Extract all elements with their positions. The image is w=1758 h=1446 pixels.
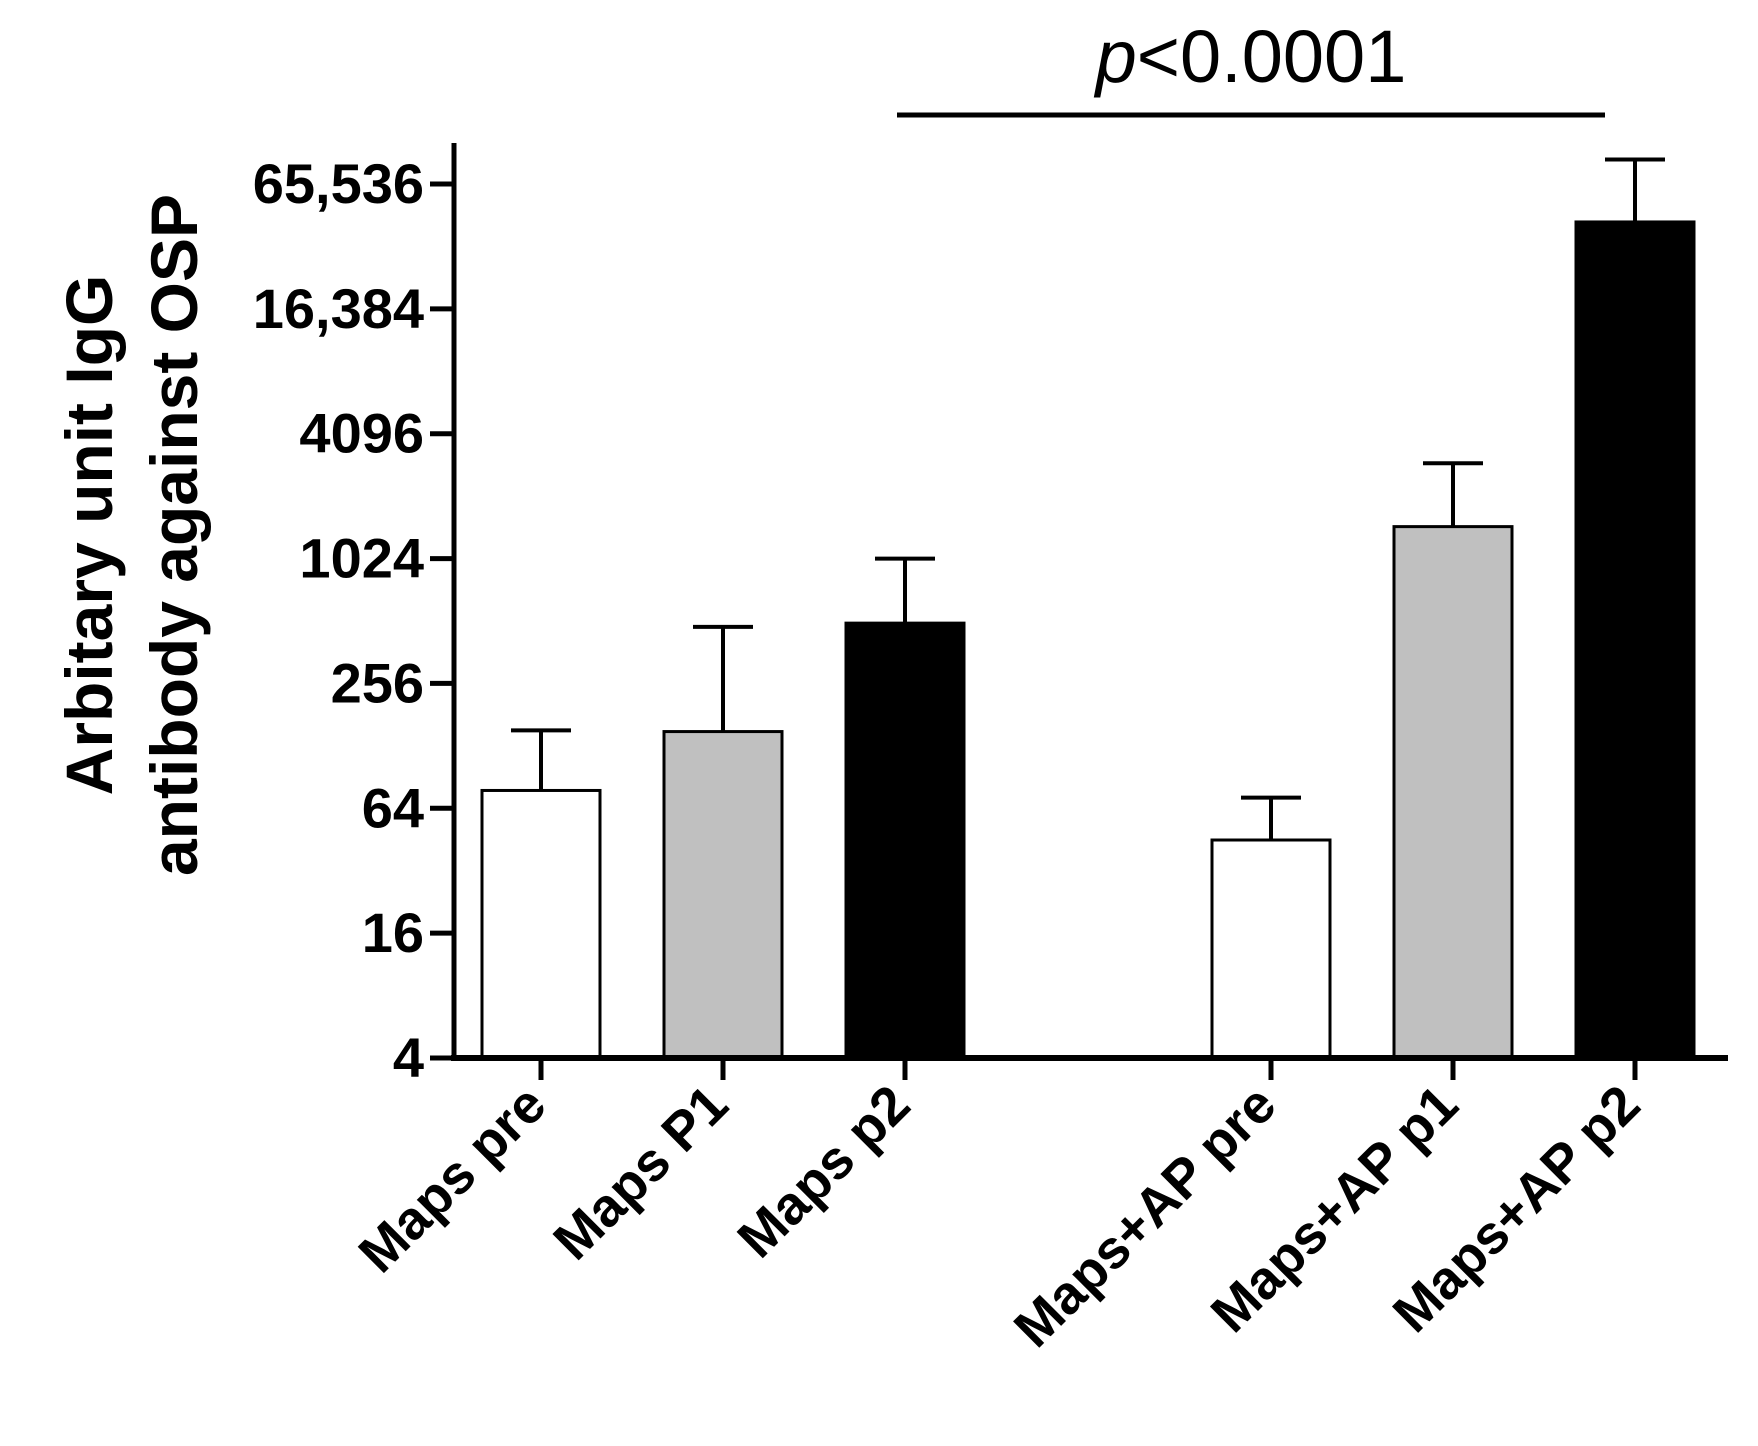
y-tick-label: 256 <box>331 651 424 714</box>
y-tick-label: 16 <box>362 901 424 964</box>
y-tick-label: 64 <box>362 776 424 839</box>
y-tick-label: 4 <box>393 1026 424 1089</box>
bars <box>480 157 1696 1080</box>
significance-label: p<0.0001 <box>1094 15 1407 98</box>
y-tick-label: 16,384 <box>253 277 424 340</box>
y-axis-ticks: 4 16 64 256 1024 4096 16,384 65,536 <box>253 152 454 1089</box>
category-label: Maps p2 <box>726 1074 921 1269</box>
y-tick-label: 4096 <box>299 402 424 465</box>
category-label: Maps P1 <box>542 1074 739 1271</box>
bar <box>1574 220 1696 1060</box>
y-axis-title-line-2: antibody against OSP <box>137 194 211 876</box>
bar <box>1392 525 1514 1060</box>
y-tick-label: 65,536 <box>253 152 424 215</box>
category-label: Maps pre <box>347 1074 557 1284</box>
bar <box>1210 838 1332 1060</box>
significance-annotation: p<0.0001 <box>897 15 1605 118</box>
significance-p: p <box>1094 15 1137 98</box>
bar <box>480 788 602 1060</box>
significance-threshold: <0.0001 <box>1137 15 1407 98</box>
bar <box>844 621 966 1060</box>
axes <box>451 143 1728 1061</box>
y-tick-label: 1024 <box>299 527 424 590</box>
y-axis-title: Arbitary unit IgG antibody against OSP <box>52 194 211 876</box>
bar <box>662 730 784 1060</box>
y-axis-title-line-1: Arbitary unit IgG <box>52 275 126 796</box>
